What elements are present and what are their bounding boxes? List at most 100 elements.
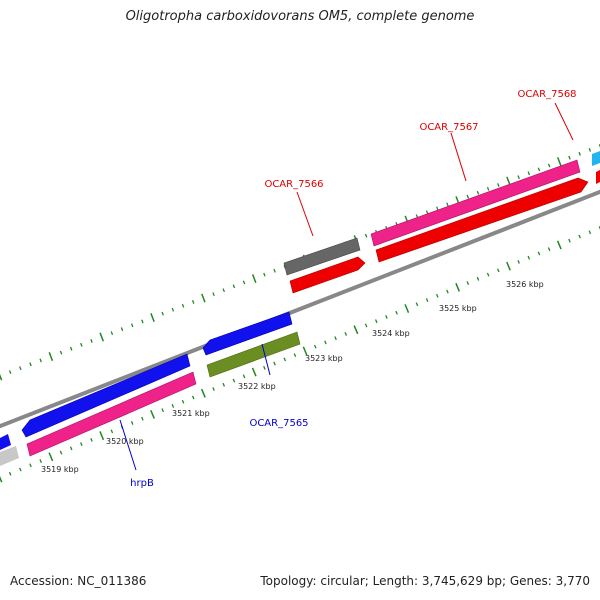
gene-label-ocar-7567: OCAR_7567 [419, 122, 478, 133]
inner-tick-mark [181, 399, 185, 404]
leader-ocar-7565 [261, 343, 271, 376]
inner-tick-mark [446, 289, 449, 294]
outer-tick-mark [29, 362, 32, 367]
outer-tick-mark [242, 280, 246, 285]
inner-tick-mark [29, 463, 32, 468]
outer-tick-mark [578, 151, 581, 156]
outer-tick-mark [39, 358, 42, 363]
outer-tick-mark [436, 206, 439, 211]
inner-tick-mark [232, 378, 236, 383]
cds-reverse-edge[interactable] [0, 434, 11, 450]
leader-ocar-7567 [450, 132, 467, 182]
scale-label-3519: 3519 kbp [41, 465, 79, 474]
inner-tick-mark [39, 459, 42, 463]
outer-tick-mark [141, 319, 144, 324]
outer-tick-mark [201, 293, 206, 303]
inner-tick-mark [212, 387, 215, 391]
outer-tick-mark [497, 183, 500, 187]
inner-tick-mark [251, 367, 257, 377]
outer-tick-mark [59, 350, 63, 355]
outer-tick-marks [0, 144, 600, 381]
outer-tick-mark [80, 342, 83, 347]
cds-gray[interactable] [283, 237, 361, 276]
outer-tick-mark [222, 288, 225, 293]
scale-label-3525: 3525 kbp [439, 304, 477, 313]
inner-tick-mark [141, 416, 144, 421]
outer-tick-mark [547, 163, 551, 168]
inner-tick-mark [455, 282, 461, 292]
gene-label-ocar-7565: OCAR_7565 [249, 418, 308, 429]
scale-label-3520: 3520 kbp [106, 437, 144, 446]
inner-tick-mark [334, 336, 337, 341]
inner-tick-mark [374, 319, 378, 324]
outer-tick-mark [506, 176, 511, 186]
inner-tick-mark [527, 255, 531, 260]
outer-tick-mark [568, 155, 571, 160]
outer-tick-mark [161, 311, 164, 316]
cds-red-short[interactable] [289, 256, 366, 294]
inner-tick-mark [568, 238, 571, 243]
outer-tick-mark [212, 292, 215, 297]
outer-tick-mark [99, 332, 105, 342]
inner-tick-mark [578, 234, 581, 239]
gene-label-ocar-7566: OCAR_7566 [264, 179, 323, 190]
inner-tick-mark [506, 261, 511, 271]
inner-tick-mark [324, 340, 327, 345]
inner-tick-mark [80, 442, 83, 447]
cds-gray-edge[interactable] [0, 446, 19, 466]
outer-tick-mark [191, 300, 195, 304]
inner-tick-mark [425, 298, 429, 302]
inner-tick-mark [200, 388, 206, 398]
genome-summary-text: Topology: circular; Length: 3,745,629 bp… [260, 574, 590, 588]
outer-tick-mark [588, 147, 592, 152]
outer-tick-mark [171, 307, 175, 312]
inner-tick-mark [242, 374, 246, 379]
inner-tick-mark [293, 353, 297, 358]
outer-tick-mark [110, 331, 114, 336]
cds-reverse-long[interactable] [21, 353, 191, 438]
cds-olive[interactable] [206, 331, 301, 378]
inner-tick-mark [90, 437, 93, 442]
outer-tick-mark [8, 370, 12, 375]
scale-label-3523: 3523 kbp [305, 354, 343, 363]
inner-tick-mark [302, 346, 308, 356]
inner-tick-mark [283, 357, 287, 362]
inner-tick-mark [537, 251, 541, 256]
cds-forward-upper-2[interactable] [375, 177, 589, 263]
inner-tick-mark [161, 408, 165, 413]
leader-ocar-7566 [296, 191, 314, 237]
outer-tick-mark [19, 366, 22, 371]
inner-tick-mark [556, 240, 562, 250]
inner-tick-mark [395, 310, 398, 315]
outer-tick-mark [557, 157, 562, 167]
inner-tick-mark [588, 230, 592, 235]
inner-tick-mark [517, 259, 520, 264]
feature-red-edge[interactable] [596, 170, 600, 184]
feature-cyan[interactable] [592, 151, 600, 166]
inner-tick-mark [466, 281, 470, 285]
inner-tick-mark [0, 476, 3, 483]
scale-label-3521: 3521 kbp [172, 409, 210, 418]
outer-tick-mark [537, 167, 541, 172]
cds-forward-upper[interactable] [370, 159, 581, 247]
outer-tick-mark [48, 352, 54, 361]
cds-reverse-mid[interactable] [202, 311, 293, 356]
scale-label-3524: 3524 kbp [372, 329, 410, 338]
outer-tick-mark [232, 284, 236, 289]
inner-tick-mark [353, 325, 359, 335]
outer-tick-mark [69, 346, 73, 351]
scale-label-3522: 3522 kbp [238, 382, 276, 391]
outer-tick-mark [150, 313, 155, 322]
inner-tick-mark [130, 421, 134, 425]
outer-tick-mark [476, 190, 480, 195]
leader-ocar-7568 [554, 102, 574, 141]
gene-label-hrpB: hrpB [130, 478, 154, 489]
inner-tick-mark [110, 429, 114, 434]
inner-tick-mark [150, 409, 155, 419]
cds-forward-long[interactable] [26, 371, 197, 457]
inner-tick-mark [404, 304, 410, 313]
inner-tick-mark [313, 344, 317, 349]
page-title: Oligotropha carboxidovorans OM5, complet… [125, 9, 475, 24]
outer-tick-mark [130, 323, 134, 328]
inner-tick-mark [191, 395, 195, 400]
